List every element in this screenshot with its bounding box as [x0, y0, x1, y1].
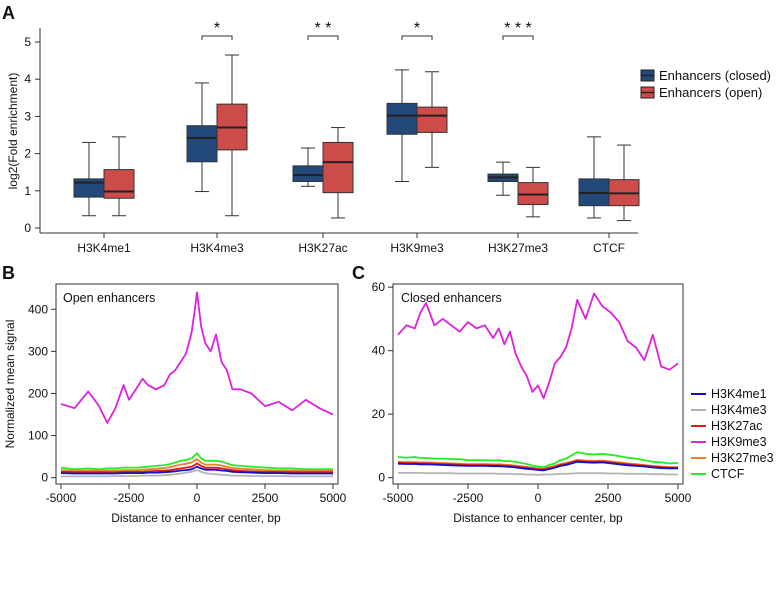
- legend-label-h3k27ac: H3K27ac: [711, 419, 762, 433]
- x-tick-label-c-2500: -2500: [453, 491, 484, 505]
- y-axis-label-b: Normalized mean signal: [3, 320, 17, 449]
- series-line-c-h3k9me3: [397, 292, 679, 400]
- x-tick-label-h3k4me1: H3K4me1: [77, 241, 131, 255]
- tick-group-b: -5000 -2500 0 2500 5000 0 100 200 300 400: [28, 302, 347, 505]
- y-tick-label-1: 1: [24, 184, 31, 198]
- x-tick-label-b-2500: -2500: [114, 491, 145, 505]
- series-line-b-h3k9me3: [60, 291, 334, 424]
- significance-bracket-h3k27me3: [502, 35, 534, 40]
- significance-bracket-h3k9me3: [401, 35, 433, 40]
- x-tick-label-ctcf: CTCF: [593, 241, 625, 255]
- x-tick-label-group: H3K4me1 H3K4me3 H3K27ac H3K9me3 H3K27me3 CTCF: [77, 233, 625, 255]
- series-line-b-h3k4me1: [60, 465, 333, 475]
- legend-label-open: Enhancers (open): [659, 85, 762, 100]
- series-line-c-ctcf: [397, 451, 679, 469]
- significance-bracket-h3k4me3: [201, 35, 233, 40]
- y-tick-label-3: 3: [24, 109, 31, 123]
- series-line-b-h3k27me3: [60, 458, 333, 472]
- legend-label-h3k4me3: H3K4me3: [711, 403, 767, 417]
- boxplot-panel: 0 1 2 3 4 5 H3K4me1 H3K4me3 H3K27ac H3K9me3 H3K27…: [6, 20, 771, 255]
- y-tick-label-5: 5: [24, 35, 31, 49]
- y-tick-label-b-0: 0: [41, 471, 48, 485]
- panel-b-title: Open enhancers: [63, 291, 155, 305]
- panel-label-c: C: [352, 263, 365, 283]
- legend-label-ctcf: CTCF: [711, 467, 745, 481]
- line-panel-closed: Closed enhancers -5000 -2500 0 2500 5000 0 20 4…: [372, 280, 774, 525]
- series-line-c-h3k4me3: [398, 472, 678, 476]
- significance-group: * * * * * * *: [201, 20, 534, 40]
- x-tick-label-c-5000: -5000: [383, 491, 414, 505]
- x-tick-label-h3k27ac: H3K27ac: [298, 241, 347, 255]
- significance-stars-h3k27ac: * *: [315, 20, 332, 37]
- x-tick-label-c-0: 0: [535, 491, 542, 505]
- legend-label-closed: Enhancers (closed): [659, 68, 771, 83]
- legend-a: Enhancers (closed) Enhancers (open): [640, 68, 771, 100]
- y-tick-group: 0 1 2 3 4 5: [24, 35, 40, 235]
- significance-stars-h3k4me3: *: [214, 20, 220, 37]
- x-tick-label-b-5000: 5000: [320, 491, 347, 505]
- significance-stars-h3k9me3: *: [414, 20, 420, 37]
- significance-bracket-h3k27ac: [307, 35, 339, 40]
- line-panel-open: Open enhancers -5000 -2500 0 2500 5000 0 100 20…: [3, 283, 347, 525]
- series-group-b: [60, 291, 334, 478]
- series-line-c-h3k27ac: [397, 459, 678, 471]
- significance-stars-h3k27me3: * * *: [504, 20, 532, 37]
- y-tick-label-c-40: 40: [372, 344, 386, 358]
- box-closed-h3k4me3: [186, 125, 218, 163]
- x-tick-label-c-5000: 5000: [665, 491, 692, 505]
- y-tick-label-4: 4: [24, 72, 31, 86]
- x-tick-label-b-5000: -5000: [46, 491, 77, 505]
- legend-label-h3k27me3: H3K27me3: [711, 451, 774, 465]
- box-closed-h3k27ac: [292, 165, 324, 183]
- x-tick-label-h3k27me3: H3K27me3: [488, 241, 548, 255]
- series-line-b-h3k4me3: [61, 469, 333, 478]
- y-tick-label-b-100: 100: [28, 429, 48, 443]
- panel-label-b: B: [2, 263, 15, 283]
- box-group: [73, 54, 640, 222]
- y-tick-label-0: 0: [24, 221, 31, 235]
- x-tick-label-h3k4me3: H3K4me3: [190, 241, 244, 255]
- x-tick-label-b-2500: 2500: [252, 491, 279, 505]
- panel-label-a: A: [2, 3, 15, 23]
- box-open-h3k27ac: [322, 141, 354, 194]
- y-tick-label-b-300: 300: [28, 344, 48, 358]
- x-tick-label-c-2500: 2500: [595, 491, 622, 505]
- series-line-c-h3k4me1: [397, 460, 678, 472]
- x-axis-label-b: Distance to enhancer center, bp: [111, 511, 281, 525]
- box-open-h3k9me3: [416, 106, 448, 133]
- series-line-b-ctcf: [60, 452, 333, 471]
- box-open-h3k4me1: [103, 169, 135, 199]
- box-closed-h3k9me3: [386, 102, 418, 135]
- y-tick-label-b-400: 400: [28, 302, 48, 316]
- series-group-c: [397, 292, 679, 476]
- x-tick-label-b-0: 0: [194, 491, 201, 505]
- y-tick-label-b-200: 200: [28, 386, 48, 400]
- y-tick-label-c-0: 0: [378, 471, 385, 485]
- y-tick-label-c-60: 60: [372, 280, 386, 294]
- panel-c-title: Closed enhancers: [401, 291, 502, 305]
- y-tick-label-c-20: 20: [372, 407, 386, 421]
- legend-label-h3k4me1: H3K4me1: [711, 387, 767, 401]
- legend-label-h3k9me3: H3K9me3: [711, 435, 767, 449]
- y-tick-label-2: 2: [24, 147, 31, 161]
- plot-frame-c: [392, 283, 684, 485]
- tick-group-c: -5000 -2500 0 2500 5000 0 20 40 60: [372, 280, 692, 505]
- x-axis-label-c: Distance to enhancer center, bp: [453, 511, 623, 525]
- x-tick-label-h3k9me3: H3K9me3: [390, 241, 444, 255]
- series-line-b-h3k27ac: [60, 462, 333, 474]
- y-axis-label: log2(Fold enrichment): [6, 73, 20, 190]
- legend-c: H3K4me1 H3K4me3 H3K27ac H3K9me3 H3K27me3 CTCF: [691, 387, 774, 481]
